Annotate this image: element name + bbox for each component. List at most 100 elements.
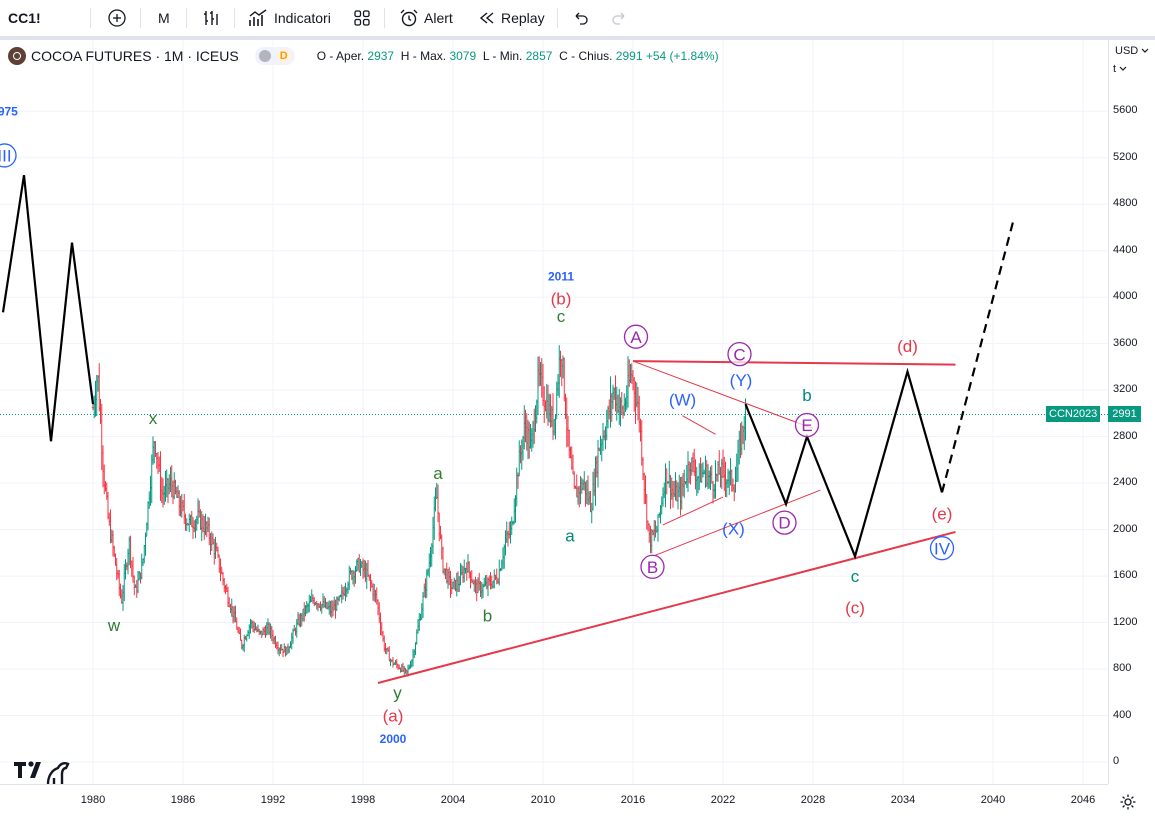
series-title[interactable]: COCOA FUTURES · 1M · ICEUS <box>31 48 239 64</box>
toolbar-divider <box>234 8 235 28</box>
delay-badge: D <box>276 49 291 63</box>
projected-wave-path <box>744 367 944 560</box>
price-tick-label: 0 <box>1113 755 1120 767</box>
wave-label: (d) <box>897 337 918 356</box>
templates-button[interactable] <box>352 0 372 36</box>
wave-label: B <box>647 558 658 577</box>
wave-labels: 1975IIIxwaby(a)20002011(b)caAB(W)(X)(Y)C… <box>0 105 955 746</box>
alarm-clock-icon <box>400 9 418 27</box>
chevron-down-icon <box>1141 48 1149 53</box>
redo-button[interactable] <box>609 0 629 36</box>
time-tick-label: 2028 <box>800 794 826 806</box>
wave-label: w <box>107 616 121 635</box>
trendline-inner-upper <box>632 360 814 429</box>
price-tick-label: 400 <box>1113 708 1132 721</box>
cocoa-logo-icon <box>8 47 26 65</box>
compare-add-button[interactable] <box>107 0 127 36</box>
chart-canvas[interactable]: 1975IIIxwaby(a)20002011(b)caAB(W)(X)(Y)C… <box>0 40 1108 784</box>
open-value: 2937 <box>367 49 395 63</box>
price-tick-label: 2000 <box>1113 522 1138 535</box>
wave-label: 1975 <box>0 105 18 119</box>
bars-chart-icon <box>204 11 218 25</box>
wave-label: A <box>630 328 642 347</box>
wave-label: b <box>483 607 492 626</box>
tradingview-logo[interactable] <box>12 754 74 793</box>
toolbar-divider <box>186 8 187 28</box>
time-tick-label: 2004 <box>440 794 466 806</box>
current-price-tag: 2991 <box>1108 406 1141 422</box>
wave-label: C <box>733 345 745 364</box>
data-status-badge[interactable]: D <box>254 47 295 65</box>
axis-settings-button[interactable] <box>1118 792 1138 817</box>
wave-label: c <box>557 307 566 326</box>
time-axis[interactable] <box>0 784 1108 825</box>
wave-label: (X) <box>722 520 745 539</box>
grid-icon <box>354 10 370 26</box>
time-tick-label: 1986 <box>170 794 196 806</box>
time-tick-label: 2040 <box>980 794 1006 806</box>
currency-selector[interactable]: USD <box>1115 45 1150 57</box>
open-label: O - Aper. <box>316 49 365 63</box>
price-tick-label: 4400 <box>1113 243 1138 256</box>
wave-label-circle <box>623 324 649 349</box>
toolbar-divider <box>557 8 558 28</box>
replay-button[interactable]: Replay <box>477 0 545 36</box>
time-tick-label: 2034 <box>890 794 916 806</box>
wave-label: IV <box>934 539 951 558</box>
historic-wave-path <box>1 175 95 442</box>
alert-button[interactable]: Alert <box>398 0 453 36</box>
trendline-w-channel-lower <box>662 496 724 526</box>
high-value: 3079 <box>449 49 477 63</box>
price-tick-label: 2400 <box>1113 476 1138 489</box>
projected-wave-dashed <box>940 217 1016 493</box>
low-value: 2857 <box>525 49 553 63</box>
time-tick-label: 1998 <box>350 794 376 806</box>
trendline-upper-red <box>632 360 956 366</box>
undo-button[interactable] <box>571 0 591 36</box>
wave-label: (c) <box>845 599 865 618</box>
time-tick-label: 2010 <box>530 794 556 806</box>
wave-label-circle <box>929 536 955 561</box>
wave-label: 2011 <box>548 270 574 284</box>
tradingview-logo-icon <box>14 761 70 785</box>
toolbar-divider <box>140 8 141 28</box>
price-tick-label: 3200 <box>1113 383 1138 396</box>
wave-label: x <box>149 409 158 428</box>
wave-label: (e) <box>932 504 953 523</box>
rewind-icon <box>479 12 494 24</box>
close-label: C - Chius. <box>559 49 613 63</box>
undo-icon <box>575 12 588 25</box>
toolbar-divider <box>384 8 385 28</box>
price-tick-label: 800 <box>1113 662 1132 675</box>
time-tick-label: 2046 <box>1070 794 1096 806</box>
price-tick-label: 1200 <box>1113 615 1138 628</box>
wave-label: (b) <box>551 289 572 308</box>
indicators-button[interactable]: Indicatori <box>248 0 331 36</box>
unit-label: t <box>1113 63 1117 75</box>
symbol-search-button[interactable]: CC1! <box>8 0 41 36</box>
unit-selector[interactable]: t <box>1113 63 1128 75</box>
indicators-label: Indicatori <box>274 10 331 26</box>
wave-label: (a) <box>383 707 404 726</box>
price-tick-label: 4800 <box>1113 197 1138 210</box>
wave-label-circle <box>0 143 17 168</box>
price-tick-label: 2800 <box>1113 429 1138 442</box>
wave-label-circle <box>727 341 752 367</box>
price-tick-label: 4000 <box>1113 290 1138 303</box>
wave-label: (Y) <box>730 371 753 390</box>
symbol-label: CC1! <box>8 10 41 26</box>
status-dot-icon <box>258 50 271 62</box>
wave-label: a <box>565 527 575 546</box>
interval-button[interactable]: M <box>158 0 170 36</box>
trendline-lower-red <box>377 530 956 684</box>
toolbar-divider <box>90 8 91 28</box>
wave-label: 2000 <box>380 732 407 746</box>
close-value: 2991 <box>615 49 643 63</box>
wave-label-circle <box>640 554 665 579</box>
time-tick-label: 1992 <box>260 794 286 806</box>
chart-type-button[interactable] <box>201 0 221 36</box>
time-tick-label: 1980 <box>80 794 106 806</box>
currency-label: USD <box>1115 45 1139 57</box>
wave-label: E <box>801 416 812 435</box>
price-bars <box>91 345 747 677</box>
